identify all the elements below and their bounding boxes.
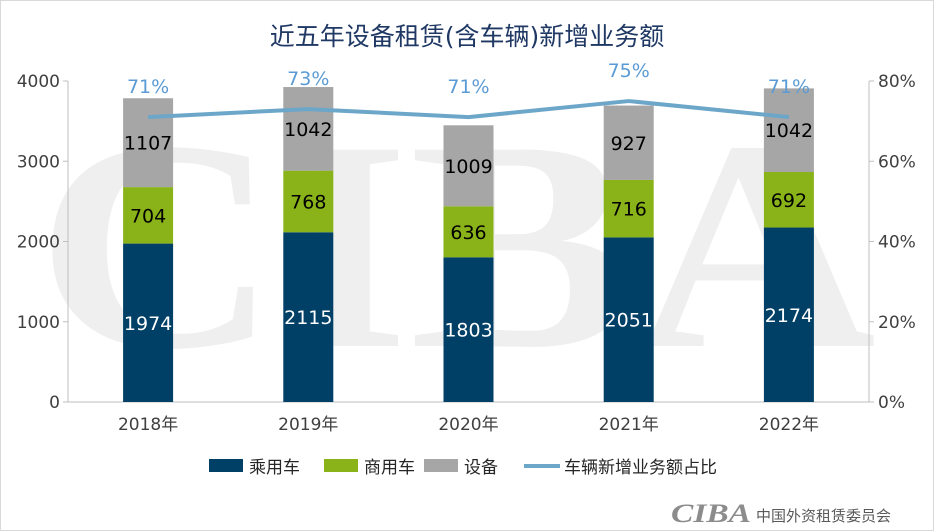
bar-segment [283, 232, 334, 402]
ratio-line-path [147, 99, 790, 120]
y2-tick-label: 80% [878, 72, 916, 92]
chart-title: 近五年设备租赁(含车辆)新增业务额 [270, 22, 665, 51]
footer-logo-mark: CIBA [671, 499, 751, 528]
ratio-label: 71% [127, 76, 169, 98]
y2-tick-label: 20% [878, 313, 916, 333]
bar-value-label: 1107 [124, 133, 172, 155]
bar-segment [283, 87, 334, 171]
y2-tick-label: 0% [878, 393, 905, 413]
y-tick-label: 0 [49, 393, 60, 413]
x-tick-label: 2019年 [278, 415, 338, 435]
bar-value-label: 2115 [284, 307, 332, 329]
bar-segment [603, 237, 654, 402]
legend-swatch [209, 459, 243, 472]
ratio-label: 73% [287, 68, 329, 90]
legend: 乘用车 商用车 设备 车辆新增业务额占比 [209, 458, 717, 478]
y-tick-label: 3000 [17, 152, 60, 172]
legend-label: 设备 [464, 458, 498, 478]
legend-label: 商用车 [364, 458, 415, 478]
bar-value-label: 768 [290, 191, 326, 213]
bar-value-label: 1009 [444, 156, 492, 178]
bar-segment [443, 257, 494, 402]
axes: 0 1000 2000 3000 4000 0% 20% 40% 60% 80% [17, 72, 916, 413]
ratio-line: 71% 73% 71% 75% 71% [127, 60, 810, 120]
bar-value-label: 1803 [444, 320, 492, 342]
bar-value-label: 692 [771, 190, 807, 212]
bar-segment [123, 243, 174, 402]
bar-value-label: 927 [611, 133, 647, 155]
bar-value-label: 1974 [124, 313, 172, 335]
bar-value-label: 2051 [605, 310, 653, 332]
bar-segment [123, 187, 174, 244]
bar-segment [763, 88, 814, 173]
y2-tick-label: 60% [878, 152, 916, 172]
bar-value-label: 716 [611, 199, 647, 221]
bar-value-label: 2174 [765, 305, 813, 327]
footer-logo: CIBA 中国外资租赁委员会 [671, 499, 891, 528]
legend-swatch [324, 459, 358, 472]
bar-segment [763, 172, 814, 228]
bar-segment [603, 179, 654, 238]
footer-org-name: 中国外资租赁委员会 [756, 508, 891, 525]
y2-tick-label: 40% [878, 233, 916, 253]
bar-segment [603, 105, 654, 180]
legend-label: 乘用车 [249, 458, 300, 478]
bar-value-label: 636 [450, 222, 486, 244]
bar-value-label: 1042 [765, 120, 813, 142]
ratio-label: 75% [608, 60, 650, 82]
x-tick-label: 2018年 [118, 415, 178, 435]
legend-swatch [424, 459, 458, 472]
bar-value-label: 704 [130, 205, 166, 227]
bar-segment [443, 125, 494, 207]
bar-segment [763, 227, 814, 402]
x-tick-label: 2020年 [438, 415, 498, 435]
bar-segment [283, 170, 334, 233]
ratio-label: 71% [447, 76, 489, 98]
y-tick-label: 2000 [17, 233, 60, 253]
bars: 1974 704 1107 2018年 2115 768 1042 2019年 1803 636 1… [118, 87, 819, 435]
ratio-label: 71% [768, 76, 810, 98]
bar-value-label: 1042 [284, 119, 332, 141]
y-tick-label: 4000 [17, 72, 60, 92]
legend-label: 车辆新增业务额占比 [564, 458, 717, 478]
bar-segment [123, 98, 174, 188]
x-tick-label: 2021年 [599, 415, 659, 435]
bar-segment [443, 206, 494, 258]
y-tick-label: 1000 [17, 313, 60, 333]
x-tick-label: 2022年 [759, 415, 819, 435]
